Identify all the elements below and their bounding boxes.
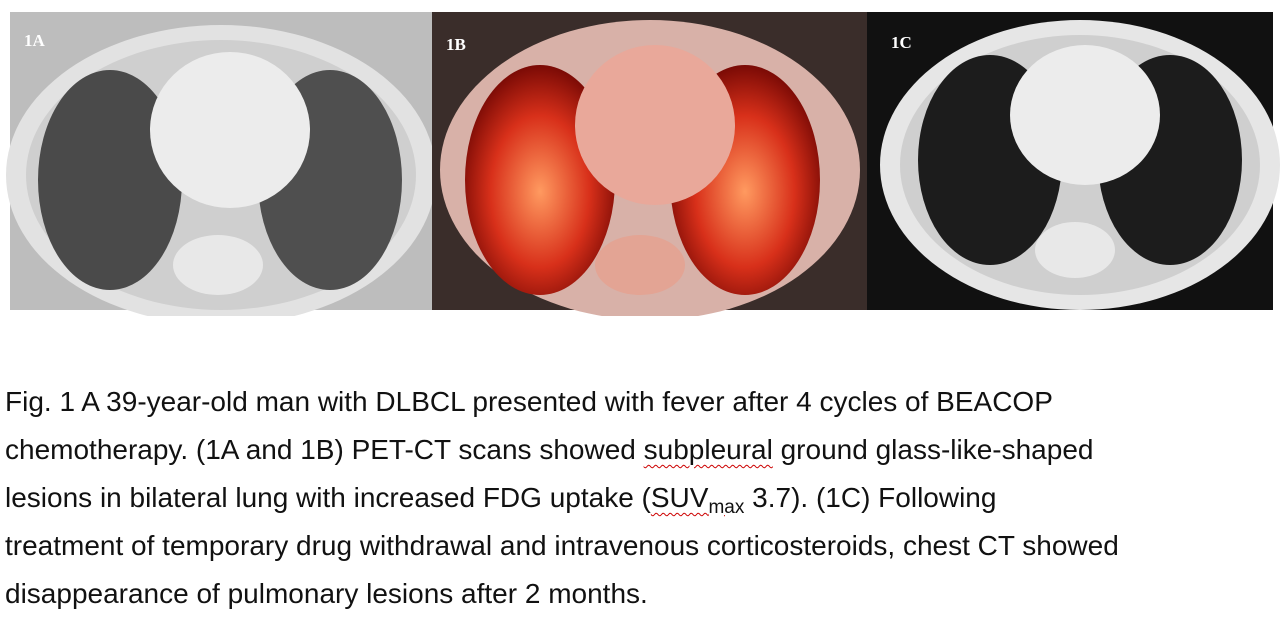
caption-line: lesions in bilateral lung with increased… bbox=[5, 474, 1119, 522]
subscript: max bbox=[708, 497, 745, 518]
caption-text: SUVmax bbox=[650, 482, 744, 517]
figure: 1A 1B 1C bbox=[6, 12, 1280, 316]
panel-c bbox=[867, 12, 1280, 310]
panel-b bbox=[432, 12, 867, 316]
panel-a bbox=[6, 12, 436, 316]
caption: Fig. 1 A 39-year-old man with DLBCL pres… bbox=[5, 378, 1119, 618]
caption-text: SUV bbox=[650, 482, 709, 513]
panel-label: 1A bbox=[24, 31, 46, 50]
caption-line: Fig. 1 A 39-year-old man with DLBCL pres… bbox=[5, 378, 1119, 426]
caption-text: subpleural bbox=[643, 434, 773, 465]
caption-text: treatment of temporary drug withdrawal a… bbox=[5, 530, 1119, 561]
panel-label: 1C bbox=[891, 33, 912, 52]
caption-text: lesions in bilateral lung with increased… bbox=[5, 482, 651, 513]
panel-label: 1B bbox=[446, 35, 466, 54]
caption-text: ground glass-like-shaped bbox=[772, 434, 1094, 465]
caption-text: 3.7). (1C) Following bbox=[744, 482, 997, 513]
caption-line: chemotherapy. (1A and 1B) PET-CT scans s… bbox=[5, 426, 1119, 474]
caption-line: disappearance of pulmonary lesions after… bbox=[5, 570, 1119, 618]
caption-text: Fig. 1 A 39-year-old man with DLBCL pres… bbox=[5, 386, 1053, 417]
caption-text: chemotherapy. (1A and 1B) PET-CT scans s… bbox=[5, 434, 644, 465]
caption-line: treatment of temporary drug withdrawal a… bbox=[5, 522, 1119, 570]
caption-text: disappearance of pulmonary lesions after… bbox=[5, 578, 648, 609]
